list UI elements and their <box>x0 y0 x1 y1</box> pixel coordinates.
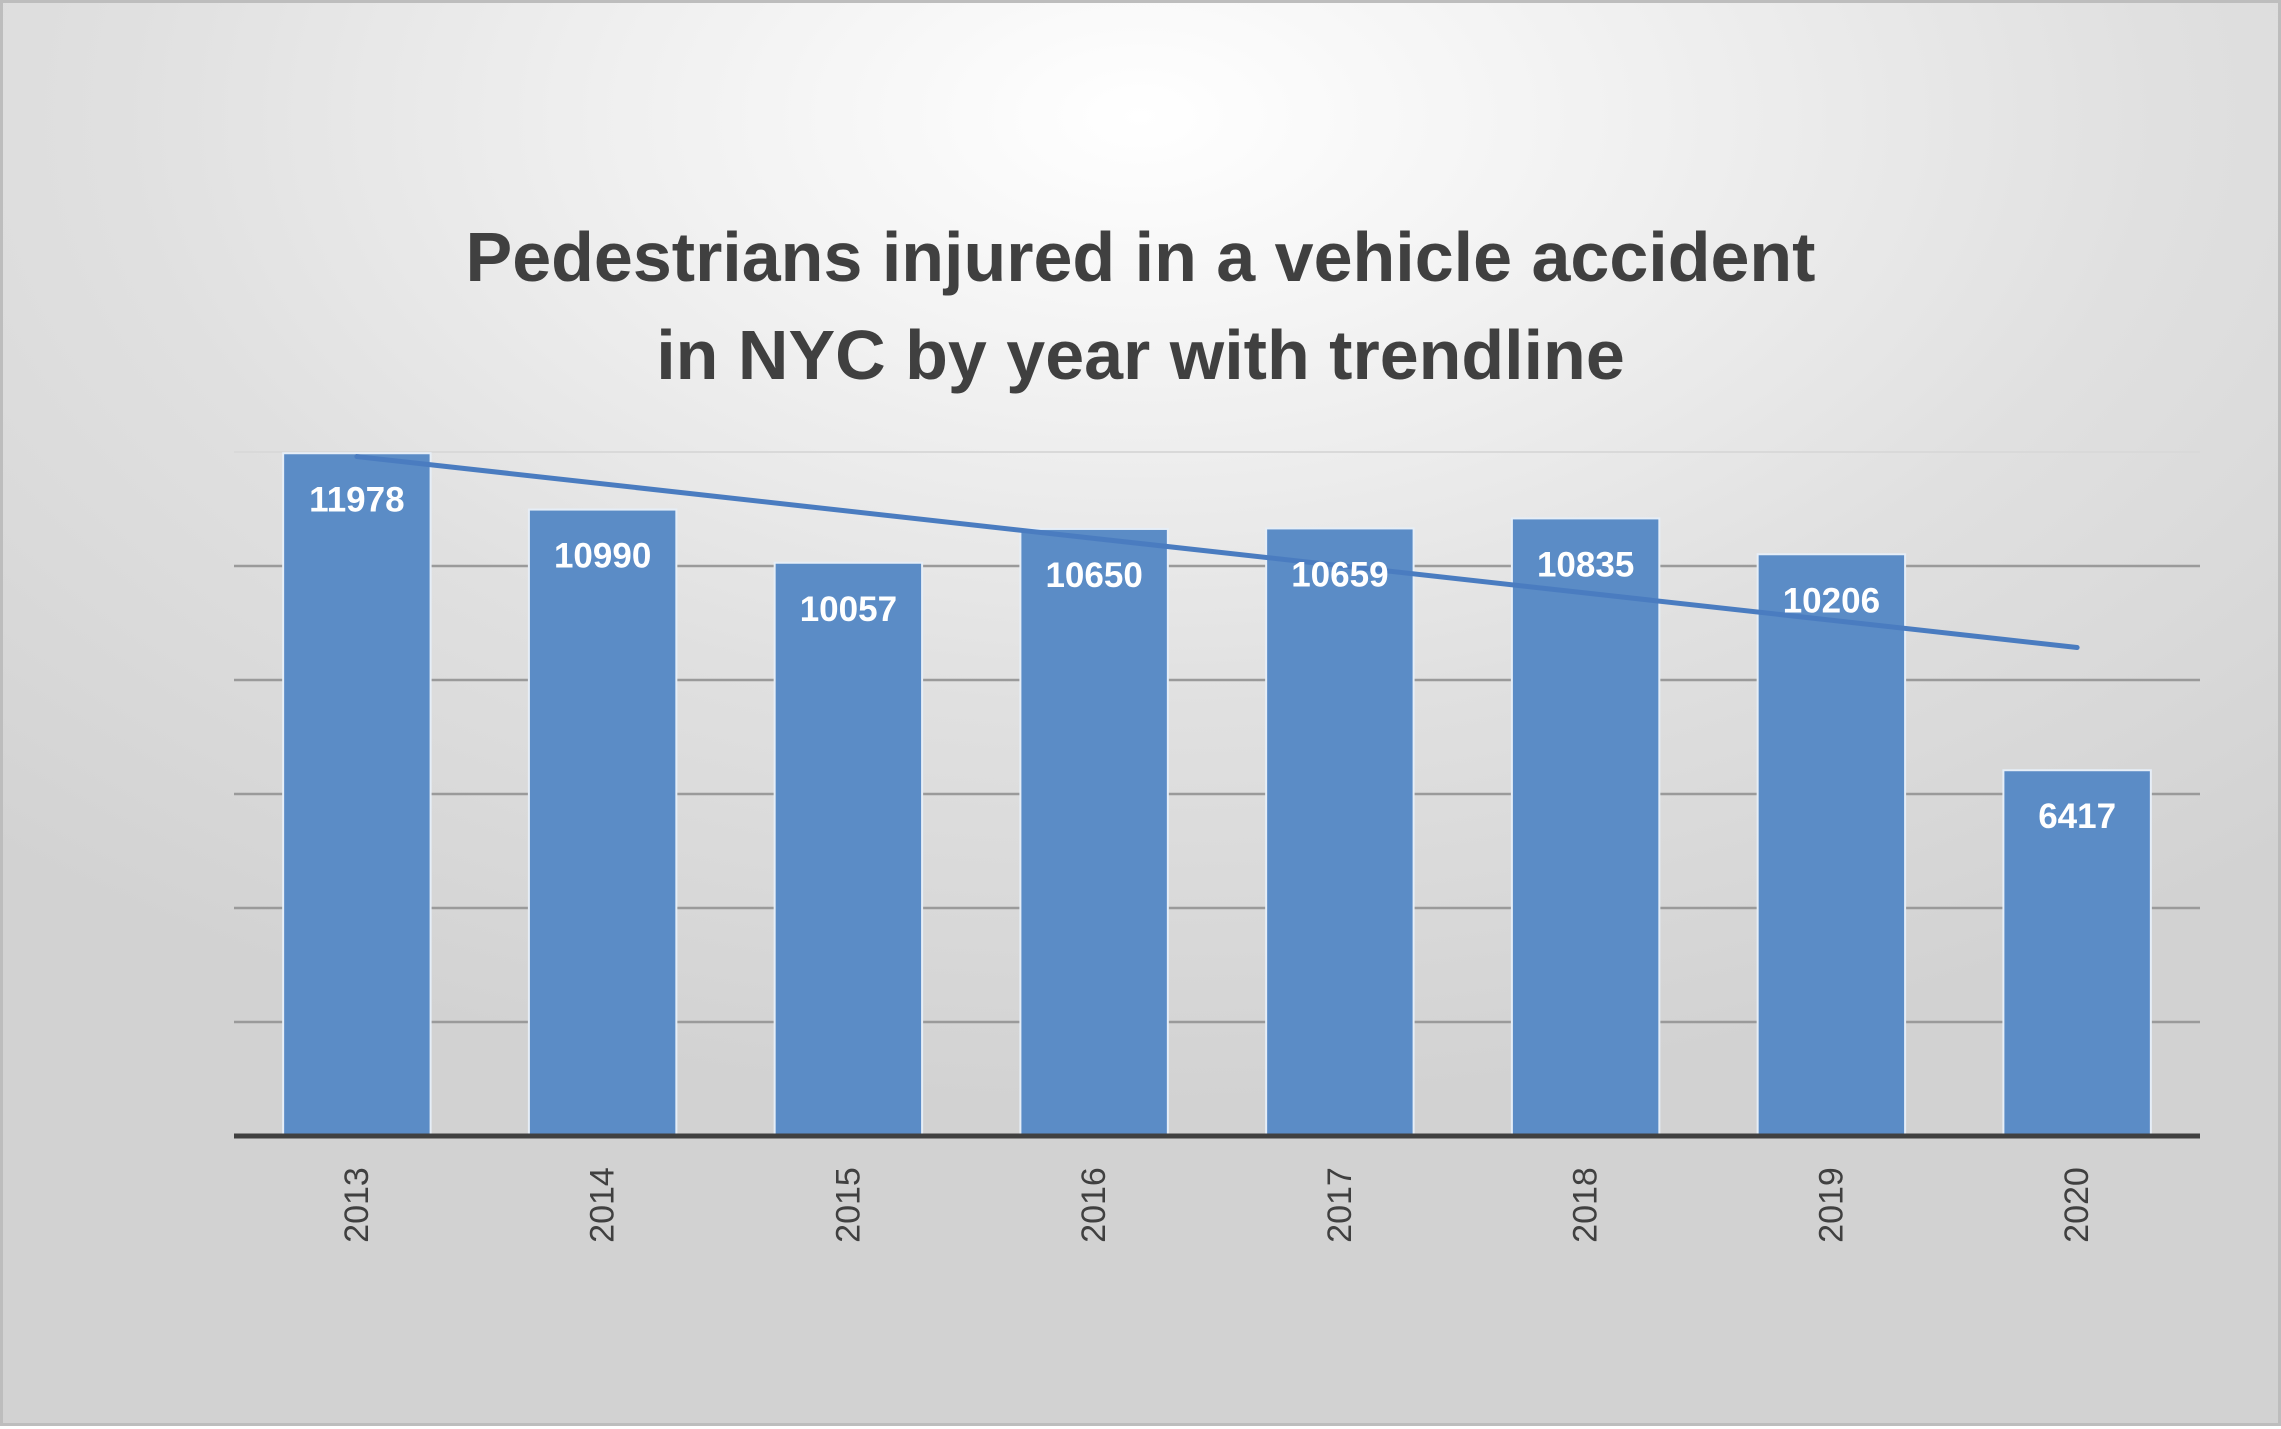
data-label: 6417 <box>2038 797 2116 836</box>
data-label: 10206 <box>1783 581 1880 620</box>
x-tick-label: 2019 <box>1812 1167 1850 1243</box>
bar-chart-plot: 11978 10990 10057 10650 10659 10835 10206 6417 2… <box>234 451 2200 1243</box>
bar <box>1265 527 1415 1137</box>
x-tick-label: 2016 <box>1075 1167 1113 1243</box>
x-tick-label: 2018 <box>1567 1167 1605 1243</box>
x-tick-label: 2013 <box>338 1167 376 1243</box>
trendline <box>354 454 2080 651</box>
bar <box>1756 553 1907 1137</box>
bar <box>773 561 924 1137</box>
data-label: 11978 <box>309 480 404 519</box>
x-tick-label: 2015 <box>829 1167 867 1243</box>
bar <box>527 508 678 1137</box>
bar <box>282 452 432 1137</box>
x-tick-label: 2014 <box>584 1167 622 1243</box>
data-label: 10057 <box>800 590 897 629</box>
data-label: 10650 <box>1045 556 1142 595</box>
data-label: 10659 <box>1291 555 1388 594</box>
bar <box>2002 769 2152 1138</box>
bar <box>1019 527 1169 1137</box>
bar <box>1510 517 1661 1137</box>
x-tick-label: 2017 <box>1321 1167 1359 1243</box>
data-label: 10990 <box>554 537 651 576</box>
chart-title: Pedestrians injured in a vehicle acciden… <box>465 218 1816 394</box>
data-label: 10835 <box>1537 545 1634 584</box>
x-tick-label: 2020 <box>2058 1167 2096 1243</box>
